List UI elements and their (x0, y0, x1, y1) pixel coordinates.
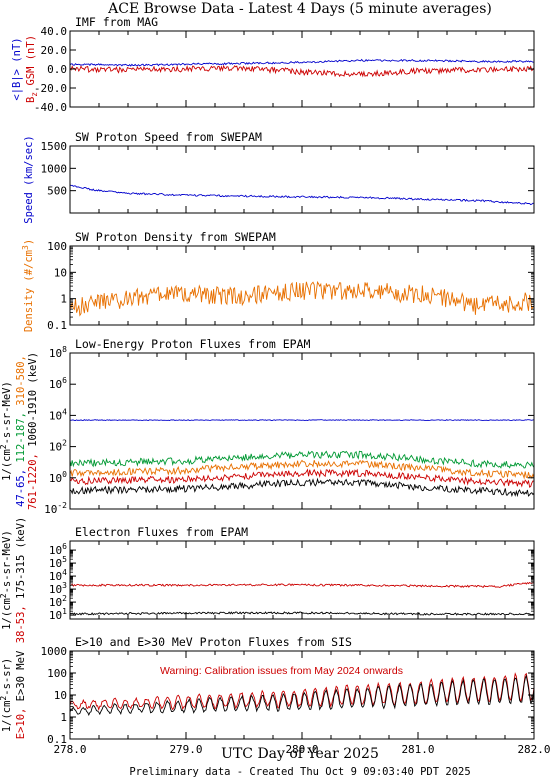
plot-frame (69, 245, 535, 326)
y-tick-label: -40.0 (34, 101, 67, 114)
y-tick-label: 40.0 (41, 25, 68, 38)
y-tick-label: 0.1 (47, 733, 67, 746)
x-tick-label: 280.0 (285, 743, 318, 756)
x-tick-label: 279.0 (169, 743, 202, 756)
plot-frame (69, 145, 535, 214)
channel-label: E>10, (15, 701, 27, 739)
series-line-5-1 (70, 581, 534, 589)
y-tick-label: 1 (60, 293, 67, 306)
y-tick-label: 10 (54, 689, 67, 702)
x-axis-title: UTC Day of Year 2025 (221, 746, 379, 762)
y-axis-label: Density (#/cm3) (21, 239, 35, 332)
y-tick-label: 104 (49, 568, 67, 583)
panel-title: Electron Fluxes from EPAM (75, 525, 248, 539)
channel-labels-row2: 761-1220, 1060-1910 (keV) (27, 352, 39, 510)
panel-title: SW Proton Speed from SWEPAM (75, 130, 262, 144)
series-line-2-1 (70, 184, 534, 206)
channel-label: 47-65, (15, 463, 27, 507)
y-tick-label: 500 (47, 185, 67, 198)
y-tick-label: 102 (49, 439, 67, 454)
y-tick-label: 100 (49, 470, 67, 485)
panel-1: 40.0 20.0 0.0 -20.0 -40.0 IMF from MAG <|B|> (… (11, 15, 535, 114)
series-line-1-2 (70, 64, 534, 78)
x-tick-label: 278.0 (53, 743, 86, 756)
y-tick-label: 104 (49, 407, 67, 422)
y-axis-label: 1/(cm2-s-sr-MeV) (0, 381, 13, 481)
y-tick-label: -20.0 (34, 82, 67, 95)
y-tick-label: 105 (49, 555, 67, 570)
y-tick-label: 0.0 (47, 63, 67, 76)
panel-6: 1000 100 10 1 0.1 E>10 and E>30 MeV Proton Fl… (0, 635, 535, 746)
channel-label: 112-187, (15, 406, 27, 463)
channel-label: 1060-1910 (keV) (27, 352, 39, 447)
panel-title: SW Proton Density from SWEPAM (75, 230, 276, 244)
y-tick-label: 100 (47, 667, 67, 680)
y-tick-label: 106 (49, 542, 67, 557)
panel-title: Low-Energy Proton Fluxes from EPAM (75, 337, 310, 351)
y-tick-label: 100 (47, 240, 67, 253)
channel-label: 175-315 (keV) (15, 517, 27, 599)
y-axis-label: <|B|> (nT) (11, 37, 23, 100)
channel-label: 761-1220, (27, 447, 39, 510)
channel-label: 310-580, (15, 355, 27, 406)
footer-text: Preliminary data - Created Thu Oct 9 09:… (129, 766, 470, 778)
y-tick-label: 101 (49, 607, 67, 622)
y-tick-label: 10-2 (44, 501, 67, 516)
panel-4: 108 106 104 102 100 10-2 Low-Energy Proton Flu… (0, 337, 535, 516)
series-line-4-4 (70, 468, 534, 488)
series-line-6-2 (70, 674, 534, 717)
plot-frame (69, 540, 535, 620)
y-tick-label: 0.1 (47, 319, 67, 332)
channel-labels: 38-53, 175-315 (keV) (15, 517, 27, 643)
y-tick-label: 108 (49, 345, 67, 360)
y-axis-label: 1/(cm2-s-sr-MeV) (0, 530, 13, 630)
channel-label: E>30 MeV (15, 650, 27, 701)
y-tick-label: 1000 (41, 645, 68, 658)
y-tick-label: 1500 (41, 140, 68, 153)
x-tick-label: 282.0 (517, 743, 550, 756)
y-axis-label: Speed (km/sec) (23, 135, 35, 224)
channel-label: 38-53, (15, 599, 27, 643)
y-tick-label: 102 (49, 594, 67, 609)
series-line-1-1 (70, 58, 534, 67)
panel-2: 1500 1000 500 SW Proton Speed from SWEPAM Sp… (23, 130, 535, 224)
y-tick-label: 1000 (41, 162, 68, 175)
panel-3: 100 10 1 0.1 SW Proton Density from SWEPAM De… (21, 230, 535, 332)
series-line-4-2 (70, 450, 534, 469)
y-axis-label: 1/(cm2-s-sr) (0, 658, 13, 732)
page-title: ACE Browse Data - Latest 4 Days (5 minut… (107, 1, 492, 17)
series-line-4-1 (70, 419, 534, 422)
panel-title: E>10 and E>30 MeV Proton Fluxes from SIS (75, 635, 352, 649)
series-line-4-5 (70, 477, 534, 498)
warning-annotation: Warning: Calibration issues from May 202… (160, 665, 403, 677)
series-line-4-3 (70, 459, 534, 480)
x-tick-label: 281.0 (401, 743, 434, 756)
channel-labels: E>10, E>30 MeV (15, 650, 27, 739)
y-tick-label: 106 (49, 376, 67, 391)
y-axis-label-bz: Bz GSM (nT) (25, 35, 39, 103)
panel-title: IMF from MAG (75, 15, 158, 29)
series-line-6-1 (70, 672, 534, 712)
y-tick-label: 20.0 (41, 44, 68, 57)
y-tick-label: 10 (54, 266, 67, 279)
channel-labels-row1: 47-65, 112-187, 310-580, (15, 355, 27, 507)
series-line-3-1 (70, 280, 534, 317)
y-tick-label: 1 (60, 711, 67, 724)
y-tick-label: 103 (49, 581, 67, 596)
